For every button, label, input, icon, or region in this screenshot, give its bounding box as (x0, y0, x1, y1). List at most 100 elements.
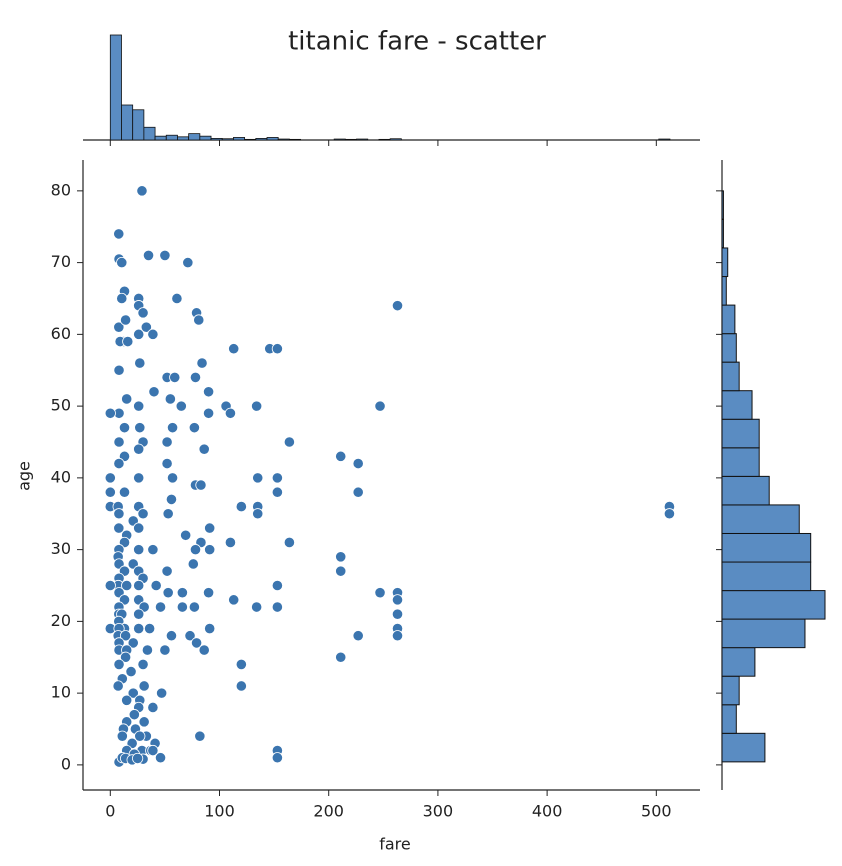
point (235, 680, 247, 692)
top-hist-bar (344, 138, 357, 141)
point (161, 457, 173, 470)
y-tick-label: 60 (51, 324, 71, 343)
right-hist-bar (721, 732, 766, 763)
point (134, 730, 146, 742)
point (198, 644, 210, 656)
point (132, 752, 144, 765)
point (161, 565, 173, 577)
point (165, 493, 178, 505)
top-hist-bar (266, 137, 279, 141)
point (133, 328, 145, 340)
point (133, 472, 145, 484)
point (204, 522, 216, 534)
point (176, 587, 188, 599)
point (182, 257, 194, 269)
y-tick-label: 0 (61, 754, 71, 773)
point (125, 666, 137, 678)
right-hist-bar (721, 475, 770, 506)
point (147, 701, 159, 714)
right-hist-bar (721, 675, 740, 706)
point (224, 536, 237, 549)
point (391, 594, 404, 606)
top-hist-bar (277, 138, 290, 141)
point (116, 730, 128, 742)
point (128, 709, 140, 721)
point (141, 644, 154, 656)
point (335, 565, 347, 577)
point (184, 630, 196, 642)
point (663, 508, 676, 520)
top-hist-bar (177, 136, 190, 141)
point (176, 601, 188, 613)
y-tick-label: 80 (51, 180, 71, 199)
x-tick-label: 500 (641, 802, 672, 821)
point (142, 249, 155, 262)
point (162, 587, 174, 599)
top-hist-bar (378, 138, 391, 141)
y-tick-label: 20 (51, 611, 71, 630)
top-hist-bar (255, 138, 268, 141)
point (159, 644, 171, 656)
point (228, 594, 240, 606)
right-hist-bar (721, 532, 812, 563)
x-tick-label: 100 (204, 802, 235, 821)
point (138, 680, 150, 692)
point (104, 486, 116, 498)
right-hist-bar (721, 304, 736, 335)
point (113, 436, 125, 448)
point (194, 730, 206, 742)
point (251, 601, 263, 613)
top-hist-bar (210, 138, 223, 141)
point (127, 687, 139, 699)
y-tick-label: 10 (51, 683, 71, 702)
point (133, 544, 145, 556)
top-hist-bar (109, 34, 122, 141)
point (119, 630, 132, 642)
right-hist-bar (721, 504, 800, 534)
point (148, 386, 160, 398)
point (118, 486, 131, 498)
point (189, 371, 202, 384)
point (352, 630, 364, 642)
point (161, 436, 173, 448)
point (271, 343, 283, 355)
right-hist-bar (721, 590, 826, 620)
chart-title: titanic fare - scatter (288, 27, 546, 57)
point (156, 687, 168, 699)
point (189, 544, 202, 556)
point (137, 307, 149, 319)
point (134, 357, 146, 369)
x-tick-label: 400 (532, 802, 563, 821)
point (162, 508, 174, 520)
point (202, 386, 215, 398)
point (391, 608, 404, 620)
point (166, 472, 179, 484)
right-hist-bar (721, 704, 737, 734)
right-hist-bar (721, 418, 760, 449)
point (147, 744, 159, 757)
point (154, 752, 167, 764)
right-hist-bar (721, 561, 812, 592)
point (165, 630, 178, 642)
point (133, 579, 145, 592)
top-hist-bar (221, 138, 234, 141)
point (116, 257, 128, 269)
point (374, 587, 386, 599)
point (136, 185, 148, 197)
right-hist-bar (721, 390, 753, 420)
point (118, 422, 131, 434)
point (121, 694, 133, 706)
point (202, 587, 215, 599)
top-hist-bar (356, 138, 369, 141)
point (137, 508, 149, 520)
point (133, 400, 145, 412)
point (171, 292, 183, 305)
point (116, 292, 128, 305)
point (113, 364, 125, 376)
top-hist-bar (165, 134, 178, 141)
point (175, 400, 187, 412)
point (271, 601, 283, 613)
top-hist-bar (154, 135, 167, 141)
point (271, 472, 283, 484)
